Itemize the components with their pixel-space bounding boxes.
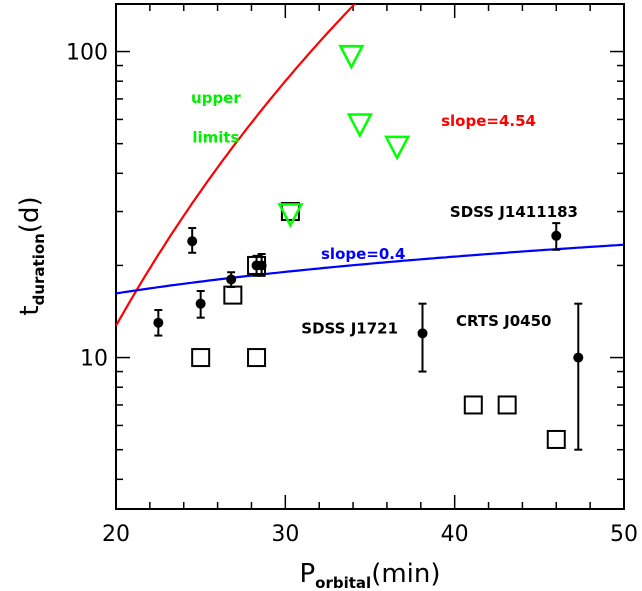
- x-axis-title: Porbital(min): [299, 559, 440, 591]
- square-marker: [463, 395, 483, 415]
- square-marker: [497, 395, 517, 415]
- data-point: [551, 230, 562, 241]
- x-tick-label: 40: [441, 522, 469, 547]
- upper-limit-marker: [346, 113, 373, 139]
- y-axis-title-tail: (d): [15, 196, 45, 233]
- square-marker: [223, 285, 243, 305]
- square-marker: [546, 429, 566, 449]
- data-point: [187, 236, 198, 247]
- upper-limit-marker: [277, 203, 304, 229]
- x-tick-label: 20: [102, 522, 130, 547]
- blue-curve: [116, 243, 624, 295]
- y-tick-label: 10: [80, 347, 108, 372]
- x-axis-title-sub: orbital: [315, 574, 371, 591]
- annotations: upper limits slope=4.54 slope=0.4 SDSS J1411…: [191, 89, 578, 338]
- data-marks: [153, 44, 584, 451]
- x-axis-title-main: P: [299, 559, 315, 589]
- x-tick-label: 30: [271, 522, 299, 547]
- red-curve: [116, 4, 357, 327]
- y-axis-title-sub: duration: [30, 233, 48, 305]
- x-tick-labels: 20 30 40 50: [102, 522, 638, 547]
- y-axis-title: tduration(d): [15, 196, 48, 315]
- upper-limit-marker: [384, 135, 411, 161]
- square-marker: [247, 255, 267, 275]
- square-marker: [247, 348, 267, 368]
- y-tick-labels: 10 100: [66, 41, 108, 372]
- upper-limit-marker: [338, 44, 365, 70]
- axis-ticks: [115, 4, 625, 509]
- model-curves: [116, 4, 624, 327]
- annotation-label: slope=4.54: [441, 112, 536, 130]
- data-point: [226, 274, 237, 285]
- annotation-label: slope=0.4: [321, 245, 405, 263]
- square-marker: [191, 348, 211, 368]
- plot-frame: [115, 3, 625, 510]
- data-point: [573, 352, 584, 363]
- annotation-label: CRTS J0450: [456, 312, 551, 330]
- annotation-label: limits: [192, 128, 239, 146]
- annotation-label: upper: [191, 89, 241, 107]
- annotation-label: SDSS J1721: [301, 319, 398, 337]
- y-tick-label: 100: [66, 41, 108, 66]
- x-axis-title-tail: (min): [371, 559, 440, 589]
- data-point: [195, 298, 206, 309]
- data-point: [417, 328, 428, 339]
- annotation-label: SDSS J1411183: [450, 203, 578, 221]
- x-tick-label: 50: [610, 522, 638, 547]
- data-point: [153, 317, 164, 328]
- y-axis-title-main: t: [15, 305, 45, 315]
